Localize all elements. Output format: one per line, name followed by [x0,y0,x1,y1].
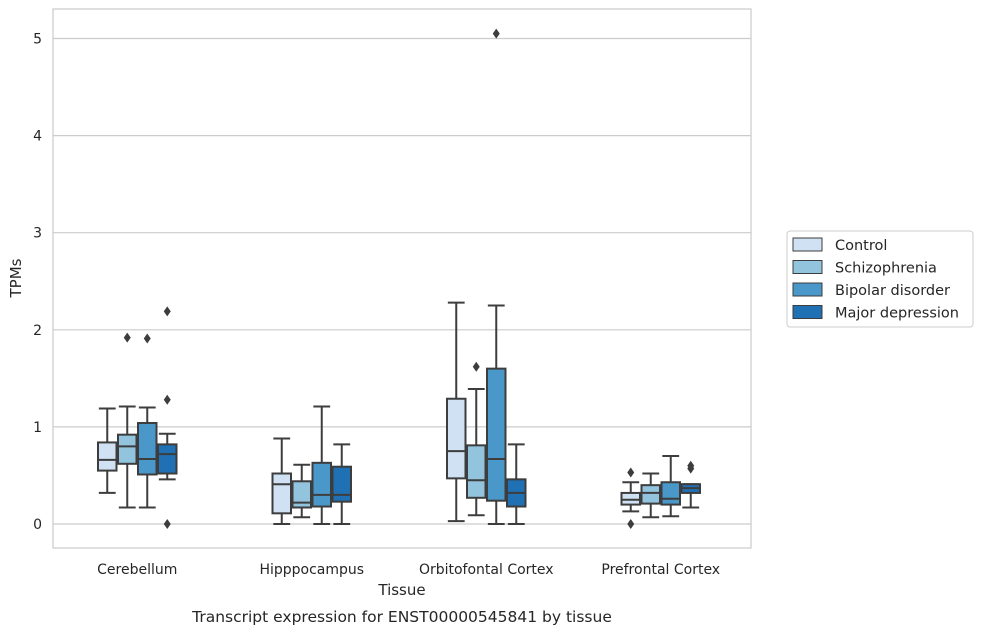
y-tick-labels: 0 1 2 3 4 5 [33,32,42,534]
y-tick-label: 1 [33,420,42,436]
gridlines [53,37,751,525]
x-tick-label-prefrontal-cortex: Prefrontal Cortex [601,562,720,578]
iqr-box [446,397,467,480]
y-tick-label: 5 [33,32,42,48]
x-tick-labels: Cerebellum Hipppocampus Orbitofontal Corte… [97,562,720,578]
box-cerebellum-bipolar-disorder [137,333,158,509]
y-tick-label: 3 [33,226,42,242]
outlier-point [123,332,131,343]
legend-label: Bipolar disorder [835,283,950,299]
box-prefrontal-cortex-schizophrenia [640,472,661,519]
x-axis-label: Tissue [377,581,425,599]
iqr-box [486,367,507,502]
legend-label: Major depression [835,306,959,322]
iqr-box [311,461,332,508]
y-tick-label: 4 [33,129,42,145]
box-hipppocampus-schizophrenia [291,463,312,519]
legend-item-schizophrenia: Schizophrenia [792,260,937,277]
iqr-box [291,480,312,509]
outlier-point [687,460,695,471]
y-tick-label: 0 [33,517,42,533]
legend-swatch [792,237,823,252]
legend: Control Schizophrenia Bipolar disorder Majo… [786,230,974,328]
x-tick-label-hipppocampus: Hipppocampus [259,562,364,578]
box-orbitofontal-cortex-bipolar-disorder [486,28,507,525]
series-bipolar-disorder [137,28,681,525]
iqr-box [117,433,138,465]
iqr-box [640,484,661,505]
box-orbitofontal-cortex-control [446,301,467,523]
box-cerebellum-schizophrenia [117,332,138,509]
outlier-point [163,519,171,529]
box-prefrontal-cortex-major-depression [680,460,701,509]
box-prefrontal-cortex-control [620,467,641,529]
box-orbitofontal-cortex-schizophrenia [466,361,487,517]
iqr-box [271,472,292,515]
legend-label: Schizophrenia [835,261,937,277]
box-series [97,28,701,529]
series-control [97,301,641,529]
legend-swatch [792,260,823,274]
outlier-point [472,361,480,372]
outlier-point [163,306,171,317]
box-hipppocampus-major-depression [331,443,352,525]
legend-item-bipolar-disorder: Bipolar disorder [792,282,950,299]
box-hipppocampus-bipolar-disorder [311,405,332,525]
chart-caption: Transcript expression for ENST0000054584… [191,608,612,626]
iqr-box [137,422,158,476]
box-cerebellum-control [97,407,118,494]
legend-label: Control [835,238,887,254]
box-cerebellum-major-depression [157,306,178,529]
outlier-point [143,333,151,344]
y-axis-label: TPMs [7,258,25,298]
iqr-box [660,481,681,506]
legend-item-major-depression: Major depression [792,305,959,322]
iqr-box [466,444,487,499]
outlier-point [163,394,171,405]
box-orbitofontal-cortex-major-depression [506,443,527,525]
box-prefrontal-cortex-bipolar-disorder [660,455,681,518]
iqr-box [331,465,352,503]
y-tick-label: 2 [33,323,42,339]
box-hipppocampus-control [271,437,292,525]
series-schizophrenia [117,332,661,519]
outlier-point [627,519,635,529]
iqr-box [97,441,118,472]
legend-frame [786,230,974,328]
iqr-box [157,443,178,475]
legend-swatch [792,282,823,297]
series-major-depression [157,306,701,529]
legend-item-control: Control [792,237,887,254]
outlier-point [627,467,635,478]
x-tick-label-cerebellum: Cerebellum [97,562,177,578]
plot-area-frame [52,8,752,549]
legend-swatch [792,305,823,319]
x-tick-label-orbitofontal-cortex: Orbitofontal Cortex [419,562,554,578]
outlier-point [492,28,500,39]
